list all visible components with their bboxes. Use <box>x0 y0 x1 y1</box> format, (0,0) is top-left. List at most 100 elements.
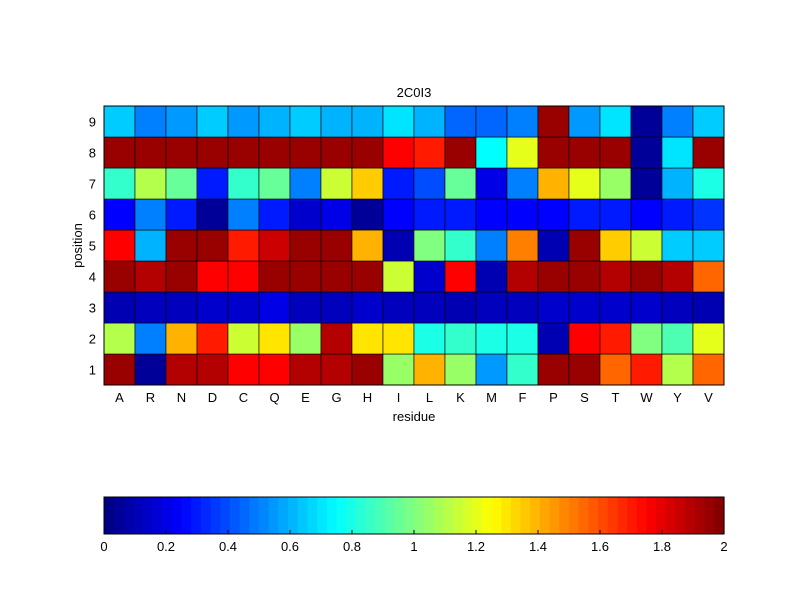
heatmap-cell <box>506 322 539 355</box>
heatmap-cell <box>413 105 446 138</box>
colorbar-segment <box>384 497 396 534</box>
heatmap-cell <box>413 322 446 355</box>
heatmap-cell <box>320 353 353 386</box>
colorbar-segment <box>559 497 570 534</box>
y-tick-label: 8 <box>89 146 96 161</box>
colorbar-segment <box>520 497 531 534</box>
heatmap-cell <box>568 353 601 386</box>
y-tick-label: 9 <box>89 115 96 130</box>
x-tick-label: K <box>456 390 465 405</box>
heatmap-cell <box>692 229 725 262</box>
heatmap-cell <box>537 260 570 293</box>
colorbar-segment <box>336 497 347 534</box>
heatmap-cell <box>289 260 322 293</box>
heatmap-cell <box>134 136 167 169</box>
x-tick-label: W <box>640 390 653 405</box>
heatmap-cell <box>103 291 136 324</box>
heatmap-cell <box>320 322 353 355</box>
heatmap-cell <box>506 291 539 324</box>
heatmap-cell <box>692 322 725 355</box>
heatmap-cell <box>103 229 136 262</box>
heatmap-cell <box>692 136 725 169</box>
heatmap-cell <box>661 136 694 169</box>
x-tick-label: N <box>177 390 186 405</box>
heatmap-cell <box>444 322 477 355</box>
colorbar-segment <box>104 497 115 534</box>
colorbar-segment <box>443 497 454 534</box>
heatmap-cell <box>196 291 229 324</box>
heatmap-cell <box>165 260 198 293</box>
colorbar-segment <box>326 497 338 534</box>
colorbar-tick-label: 0 <box>100 539 107 554</box>
colorbar-tick-label: 1 <box>410 539 417 554</box>
colorbar-segment <box>394 497 405 534</box>
heatmap-cell <box>630 136 663 169</box>
heatmap-cell <box>103 105 136 138</box>
colorbar-segment <box>607 497 619 534</box>
heatmap-cell <box>134 353 167 386</box>
colorbar <box>104 497 725 534</box>
heatmap-cell <box>351 260 384 293</box>
heatmap-cell <box>289 105 322 138</box>
x-tick-label: S <box>580 390 589 405</box>
heatmap-cell <box>692 353 725 386</box>
heatmap-cell <box>258 260 291 293</box>
heatmap-cell <box>289 291 322 324</box>
colorbar-segment <box>171 497 183 534</box>
heatmap-cell <box>475 105 508 138</box>
colorbar-segment <box>123 497 134 534</box>
heatmap-cell <box>599 229 632 262</box>
heatmap-cell <box>661 229 694 262</box>
x-axis-label: residue <box>393 409 436 424</box>
heatmap-cell <box>289 167 322 200</box>
heatmap-cell <box>227 136 260 169</box>
heatmap-cell <box>444 136 477 169</box>
x-tick-label: C <box>239 390 248 405</box>
heatmap-cell <box>599 105 632 138</box>
heatmap-cell <box>661 167 694 200</box>
heatmap-cell <box>258 353 291 386</box>
heatmap-cell <box>258 291 291 324</box>
heatmap-cell <box>227 198 260 231</box>
heatmap-cell <box>351 322 384 355</box>
heatmap-cell <box>599 198 632 231</box>
heatmap-cell <box>475 198 508 231</box>
x-tick-label: Y <box>673 390 682 405</box>
colorbar-segment <box>210 497 221 534</box>
heatmap-cell <box>258 105 291 138</box>
x-tick-label: D <box>208 390 217 405</box>
heatmap-cell <box>134 260 167 293</box>
heatmap-cell <box>289 322 322 355</box>
x-tick-label: F <box>519 390 527 405</box>
heatmap-cell <box>289 353 322 386</box>
heatmap-cell <box>134 229 167 262</box>
heatmap-cell <box>227 229 260 262</box>
heatmap-cell <box>475 260 508 293</box>
heatmap-cell <box>351 105 384 138</box>
heatmap-cell <box>351 136 384 169</box>
heatmap-cell <box>661 291 694 324</box>
heatmap-cell <box>320 167 353 200</box>
heatmap-cell <box>692 260 725 293</box>
colorbar-segment <box>365 497 376 534</box>
heatmap-cell <box>289 198 322 231</box>
colorbar-segment <box>462 497 473 534</box>
colorbar-segment <box>404 497 415 534</box>
heatmap-cell <box>475 291 508 324</box>
heatmap-cell <box>227 105 260 138</box>
colorbar-segment <box>220 497 231 534</box>
colorbar-segment <box>675 497 686 534</box>
x-tick-label: L <box>426 390 433 405</box>
colorbar-segment <box>181 497 192 534</box>
heatmap-cell <box>320 136 353 169</box>
heatmap-cell <box>165 105 198 138</box>
heatmap-cell <box>165 198 198 231</box>
heatmap-cell <box>661 353 694 386</box>
heatmap-cell <box>630 229 663 262</box>
heatmap-cell <box>444 105 477 138</box>
heatmap-cell <box>568 105 601 138</box>
heatmap-cell <box>506 260 539 293</box>
heatmap-cell <box>661 105 694 138</box>
colorbar-segment <box>317 497 328 534</box>
